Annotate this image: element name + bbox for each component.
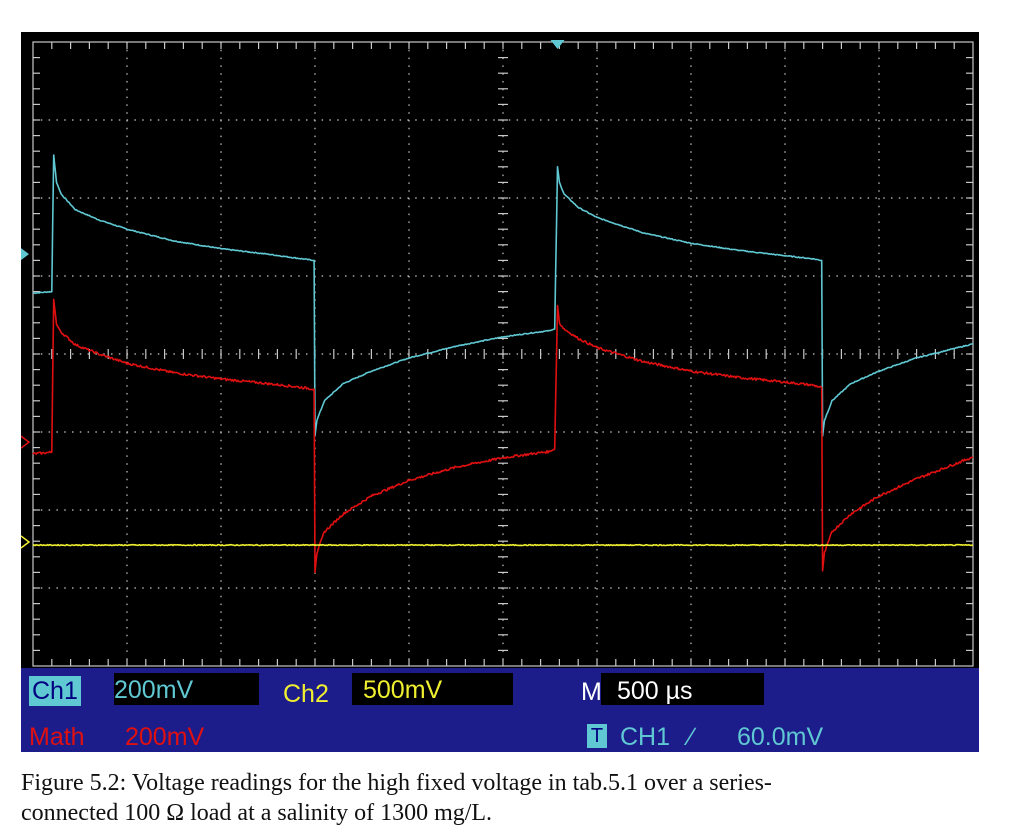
trace-ch1: [32, 154, 973, 437]
trigger-source: CH1: [620, 723, 671, 751]
math-ground-marker-icon: [21, 435, 31, 449]
trigger-position-icon: [550, 40, 565, 49]
math-scale: 200mV: [125, 723, 205, 751]
ch1-ground-marker-icon: [21, 248, 29, 261]
caption-line-2: connected 100 Ω load at a salinity of 13…: [21, 800, 493, 826]
timebase-value: 500 µs: [617, 677, 693, 705]
timebase-box: [601, 673, 764, 705]
ch2-scale: 500mV: [363, 676, 443, 704]
oscilloscope-screen: Ch1 200mV Ch2 500mV M 500 µs Math 200mV …: [21, 32, 979, 752]
ch1-tag[interactable]: Ch1: [29, 676, 81, 706]
math-tag[interactable]: Math: [29, 723, 85, 751]
trace-math: [32, 298, 974, 574]
ch2-tag[interactable]: Ch2: [283, 680, 329, 708]
caption-line-1: Figure 5.2: Voltage readings for the hig…: [21, 770, 772, 796]
figure-caption: Figure 5.2: Voltage readings for the hig…: [21, 768, 1011, 828]
ch2-scale-box: [352, 673, 513, 705]
trace-ch2: [32, 543, 974, 547]
waveform-plot: [21, 40, 979, 752]
trigger-level: 60.0mV: [737, 723, 824, 751]
ch1-scale: 200mV: [114, 676, 194, 704]
ch1-scale-box: [114, 673, 259, 705]
trigger-tag: T: [587, 724, 607, 748]
ch2-ground-marker-icon: [21, 535, 31, 549]
timebase-tag[interactable]: M: [581, 678, 602, 706]
rising-edge-icon: ∕: [689, 723, 694, 751]
